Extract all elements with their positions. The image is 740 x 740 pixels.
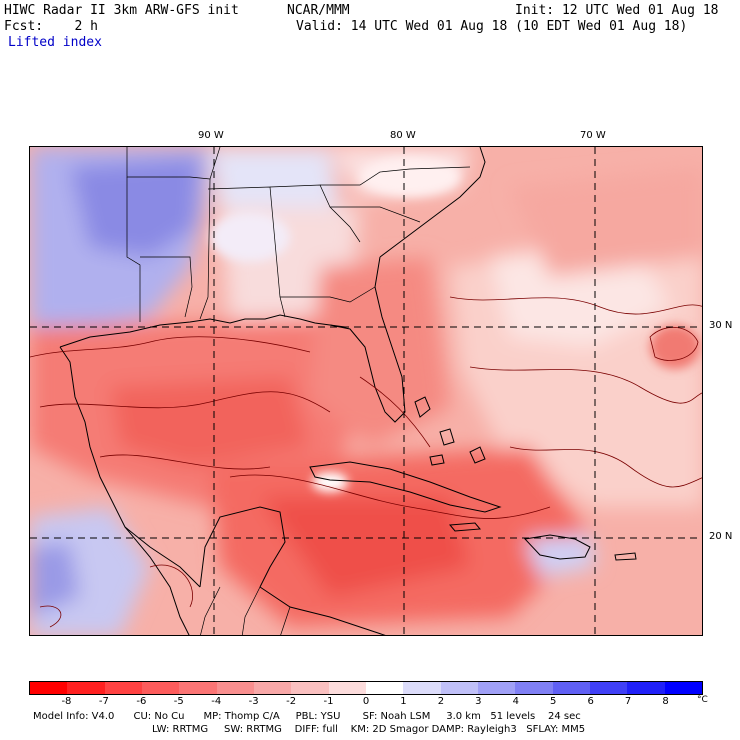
colorbar [29, 681, 703, 695]
colorbar-tick-label: -6 [136, 696, 147, 707]
colorbar-tick-label: 4 [512, 696, 519, 707]
colorbar-swatch [515, 682, 553, 694]
political-borders [126, 147, 471, 635]
coastlines [59, 147, 637, 635]
model-info-line-1: Model Info: V4.0 CU: No Cu MP: Thomp C/A… [33, 711, 581, 722]
colorbar-tick-label: -2 [286, 696, 297, 707]
init-time: Init: 12 UTC Wed 01 Aug 18 [515, 3, 719, 18]
colorbar-swatch [291, 682, 329, 694]
lon-label-70w: 70 W [580, 130, 606, 141]
lon-label-90w: 90 W [198, 130, 224, 141]
lat-label-20n: 20 N [709, 531, 733, 542]
model-info-line-2: LW: RRTMG SW: RRTMG DIFF: full KM: 2D Sm… [152, 724, 586, 735]
field-name: Lifted index [8, 35, 102, 50]
colorbar-tick-label: 2 [437, 696, 445, 707]
colorbar-swatch [664, 682, 702, 694]
gridlines [30, 147, 702, 635]
colorbar-tick-label: -4 [211, 696, 222, 707]
lon-label-80w: 80 W [390, 130, 416, 141]
colorbar-swatch [552, 682, 590, 694]
colorbar-tick-label: -7 [98, 696, 109, 707]
colorbar-tick-label: 7 [624, 696, 632, 707]
colorbar-swatch [365, 682, 404, 694]
colorbar-tick-label: -1 [323, 696, 334, 707]
colorbar-swatch [30, 682, 68, 694]
contour-lines [30, 296, 702, 628]
forecast-hour: Fcst: 2 h [4, 19, 98, 34]
colorbar-swatch [141, 682, 180, 694]
colorbar-tick-label: 3 [475, 696, 482, 707]
colorbar-swatch [328, 682, 366, 694]
colorbar-swatch [253, 682, 292, 694]
colorbar-tick-label: -5 [173, 696, 184, 707]
colorbar-tick-label: -8 [61, 696, 72, 707]
colorbar-swatch [67, 682, 105, 694]
colorbar-tick-label: -3 [248, 696, 259, 707]
organization-label: NCAR/MMM [287, 3, 350, 18]
colorbar-swatch [403, 682, 441, 694]
colorbar-tick-label: 5 [550, 696, 557, 707]
colorbar-swatch [589, 682, 628, 694]
colorbar-swatch [440, 682, 478, 694]
colorbar-tick-label: 1 [400, 696, 407, 707]
lifted-index-map [29, 146, 703, 636]
colorbar-swatch [104, 682, 142, 694]
valid-time: Valid: 14 UTC Wed 01 Aug 18 (10 EDT Wed … [296, 19, 688, 34]
colorbar-swatch [216, 682, 254, 694]
colorbar-swatch [477, 682, 516, 694]
colorbar-swatch [627, 682, 665, 694]
colorbar-tick-label: 0 [362, 696, 370, 707]
colorbar-unit: °C [697, 695, 708, 705]
model-title: HIWC Radar II 3km ARW-GFS init [4, 3, 239, 18]
lat-label-30n: 30 N [709, 320, 733, 331]
colorbar-tick-label: 8 [662, 696, 669, 707]
colorbar-tick-label: 6 [587, 696, 594, 707]
colorbar-swatch [179, 682, 217, 694]
